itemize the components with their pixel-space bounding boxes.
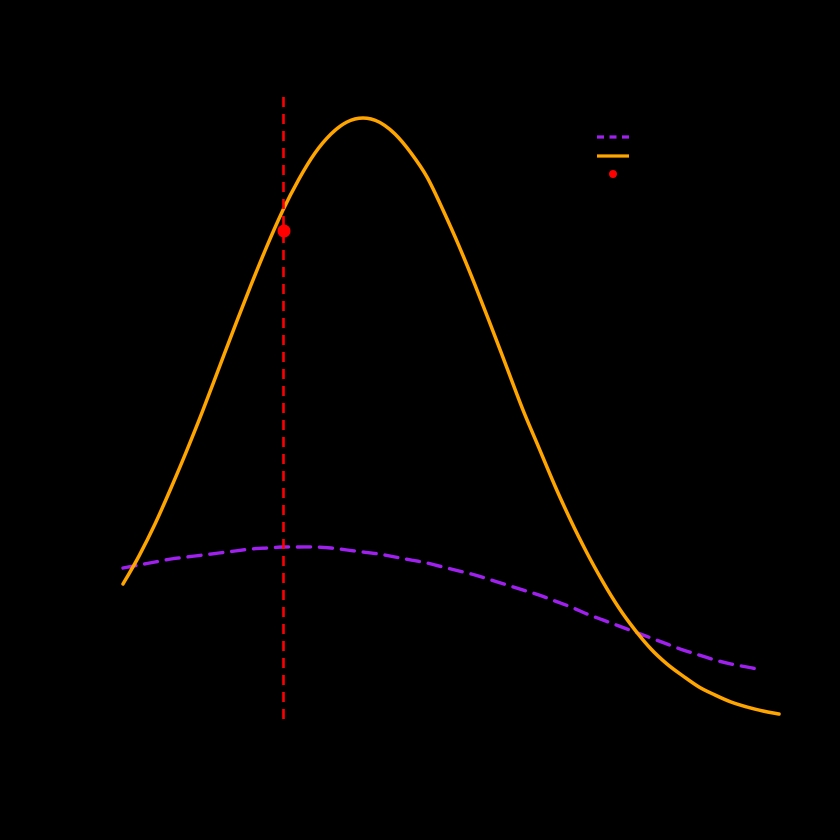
legend-point-sample	[609, 170, 617, 178]
solid-bell-curve	[121, 116, 781, 716]
dashed-flat-curve	[121, 545, 759, 671]
marker-point	[277, 224, 291, 238]
legend	[597, 135, 629, 178]
